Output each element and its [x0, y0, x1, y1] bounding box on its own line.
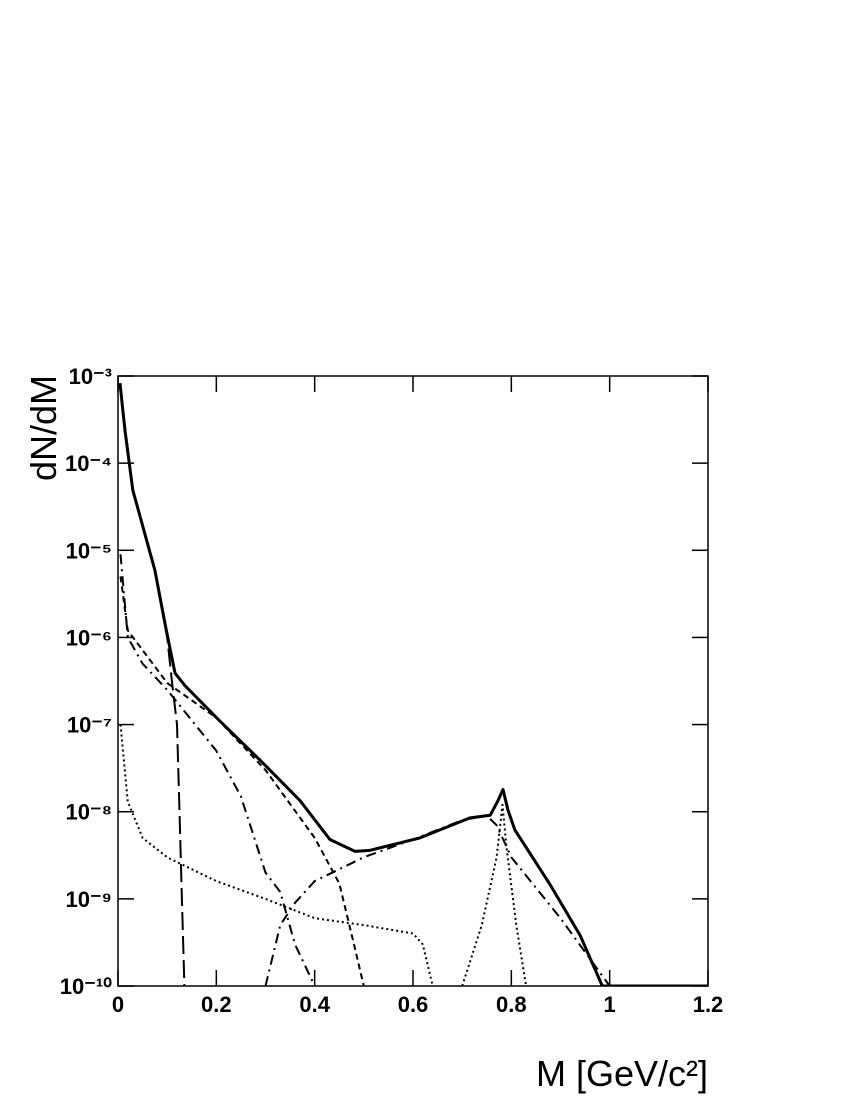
x-tick-label: 0.6 — [398, 992, 429, 1017]
x-tick-label: 0.8 — [496, 992, 527, 1017]
x-tick-label: 0.4 — [299, 992, 330, 1017]
series-line — [119, 389, 186, 986]
x-tick-label: 1.2 — [693, 992, 724, 1017]
plot-frame — [117, 375, 709, 987]
x-tick-label: 1 — [604, 992, 616, 1017]
series-line — [119, 576, 365, 986]
series-line — [119, 724, 434, 986]
x-tick-label: 0 — [112, 992, 124, 1017]
series-line — [118, 382, 708, 986]
y-axis-title: dN/dM — [23, 375, 64, 481]
x-tick-label: 0.2 — [201, 992, 232, 1017]
x-axis-title: M [GeV/c²] — [536, 1053, 708, 1094]
y-tick-label: 10⁻⁵ — [66, 538, 112, 563]
y-tick-label: 10⁻⁹ — [65, 887, 112, 912]
y-tick-label: 10⁻⁸ — [66, 800, 112, 825]
curves — [118, 382, 708, 986]
y-tick-label: 10⁻⁴ — [65, 451, 112, 476]
y-tick-label: 10⁻¹⁰ — [60, 974, 112, 999]
series-line — [119, 554, 316, 986]
y-tick-label: 10⁻⁶ — [66, 625, 112, 650]
y-tick-label: 10⁻³ — [69, 364, 112, 389]
series-line — [264, 814, 611, 986]
y-tick-label: 10⁻⁷ — [67, 713, 112, 738]
series-line — [461, 803, 528, 986]
